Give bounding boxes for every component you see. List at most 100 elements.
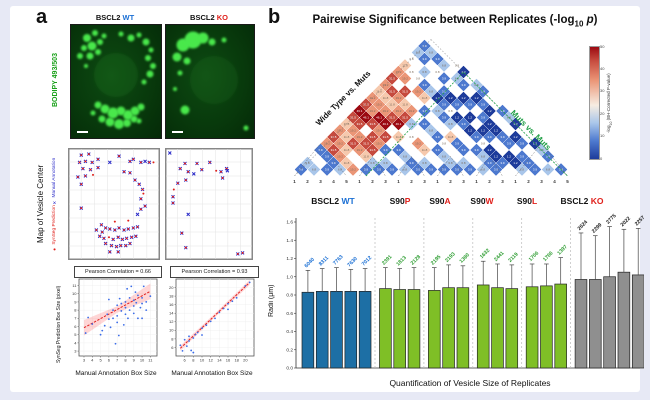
scale-bar [172, 130, 183, 133]
svg-text:3.9: 3.9 [331, 161, 336, 165]
panel-a-label: a [36, 6, 48, 28]
svg-text:6: 6 [74, 324, 77, 329]
svg-text:19.2: 19.2 [376, 103, 382, 107]
svg-text:31.5: 31.5 [350, 116, 356, 120]
synseg-dot-icon: ● [52, 244, 57, 251]
svg-text:3.9: 3.9 [435, 148, 440, 152]
group-label: S90W [470, 196, 494, 206]
svg-text:3.9: 3.9 [325, 168, 330, 172]
legend-manual-label: Manual Annotation [52, 157, 57, 198]
svg-text:31.5: 31.5 [370, 122, 376, 126]
svg-text:3.9: 3.9 [442, 116, 447, 120]
colorbar-tick: 40 [600, 65, 605, 71]
svg-text:3.9: 3.9 [520, 142, 525, 146]
svg-text:6.8: 6.8 [338, 168, 343, 172]
svg-text:0.8: 0.8 [416, 77, 421, 81]
svg-text:3.9: 3.9 [468, 103, 473, 107]
svg-text:1706: 1706 [528, 250, 540, 262]
svg-text:3.9: 3.9 [416, 168, 421, 172]
group-label: BSCL2 KO [560, 196, 604, 206]
svg-text:3: 3 [423, 179, 426, 184]
svg-text:3.9: 3.9 [481, 116, 486, 120]
svg-text:3.9: 3.9 [318, 148, 323, 152]
svg-text:2128: 2128 [410, 254, 422, 266]
svg-text:3.9: 3.9 [299, 168, 304, 172]
svg-text:3: 3 [501, 179, 504, 184]
svg-text:6.8: 6.8 [448, 122, 453, 126]
svg-text:31.5: 31.5 [389, 90, 395, 94]
scale-bar [77, 130, 88, 133]
group-label: S90A [429, 196, 451, 206]
colorbar-label: -log10 (BH-Corrected P-value) [606, 50, 616, 156]
group-label: S90P [389, 196, 411, 206]
svg-text:4: 4 [91, 358, 94, 363]
svg-text:6: 6 [108, 358, 111, 363]
colorbar-label-sub: 10 [608, 121, 613, 126]
svg-text:3: 3 [462, 179, 465, 184]
svg-text:3.9: 3.9 [422, 122, 427, 126]
svg-text:6.8: 6.8 [429, 90, 434, 94]
svg-text:6.8: 6.8 [312, 168, 317, 172]
svg-text:1.2: 1.2 [286, 256, 293, 262]
svg-text:3.9: 3.9 [546, 155, 551, 159]
svg-text:6040: 6040 [304, 257, 316, 269]
svg-text:2193: 2193 [444, 251, 456, 263]
svg-text:3.9: 3.9 [507, 142, 512, 146]
svg-text:19.2: 19.2 [415, 90, 421, 94]
svg-text:3.9: 3.9 [442, 77, 447, 81]
svg-text:3.9: 3.9 [435, 57, 440, 61]
svg-text:3.9: 3.9 [429, 168, 434, 172]
svg-text:3: 3 [540, 179, 543, 184]
svg-text:3.9: 3.9 [481, 103, 486, 107]
microscopy-blobs-wt [77, 30, 156, 129]
svg-text:2: 2 [371, 179, 374, 184]
bar-xlabel: Quantification of Vesicle Size of Replic… [389, 378, 551, 388]
svg-text:19.2: 19.2 [383, 109, 389, 113]
svg-text:6.8: 6.8 [442, 64, 447, 68]
svg-text:2775: 2775 [605, 213, 617, 225]
svg-text:11: 11 [148, 358, 153, 363]
colorbar-label-pre: -log [606, 125, 611, 133]
svg-text:1.2: 1.2 [455, 116, 460, 120]
svg-text:4: 4 [553, 179, 556, 184]
svg-text:1.0: 1.0 [286, 274, 293, 280]
svg-text:11.8: 11.8 [363, 155, 369, 159]
colorbar-tick: 0 [600, 155, 603, 161]
svg-text:3.9: 3.9 [396, 148, 401, 152]
image-title-wt: BSCL2 WT [70, 13, 160, 22]
image-title-wt-prefix: BSCL2 [95, 13, 123, 22]
svg-text:12: 12 [208, 358, 213, 363]
svg-text:19.2: 19.2 [396, 96, 402, 100]
svg-text:31.5: 31.5 [370, 148, 376, 152]
svg-text:11: 11 [72, 283, 77, 288]
corr-xlabel-ko: Manual Annotation Box Size [171, 370, 253, 377]
svg-text:6.8: 6.8 [422, 161, 427, 165]
svg-text:2: 2 [527, 179, 530, 184]
svg-text:19.2: 19.2 [337, 155, 343, 159]
svg-text:3.9: 3.9 [487, 161, 492, 165]
svg-text:5: 5 [99, 358, 102, 363]
svg-text:0.8: 0.8 [435, 70, 440, 74]
svg-text:11.8: 11.8 [402, 103, 408, 107]
svg-text:1.2: 1.2 [487, 109, 492, 113]
svg-text:1.2: 1.2 [481, 129, 486, 133]
svg-text:3: 3 [74, 348, 77, 353]
svg-text:11.8: 11.8 [396, 135, 402, 139]
svg-text:3.9: 3.9 [455, 103, 460, 107]
svg-text:1.2: 1.2 [448, 96, 453, 100]
svg-text:6.8: 6.8 [429, 51, 434, 55]
svg-text:6.8: 6.8 [416, 51, 421, 55]
microscopy-blobs-ko [172, 31, 249, 131]
svg-text:11.8: 11.8 [344, 148, 350, 152]
svg-text:31.5: 31.5 [363, 103, 369, 107]
svg-text:2: 2 [449, 179, 452, 184]
svg-text:1632: 1632 [479, 248, 491, 260]
svg-text:19.2: 19.2 [415, 142, 421, 146]
svg-text:1.4: 1.4 [286, 238, 293, 244]
image-title-ko: BSCL2 KO [165, 13, 253, 22]
colorbar-label-tail: (BH-Corrected P-value) [606, 73, 611, 122]
svg-text:3.9: 3.9 [500, 135, 505, 139]
svg-text:7: 7 [74, 316, 77, 321]
